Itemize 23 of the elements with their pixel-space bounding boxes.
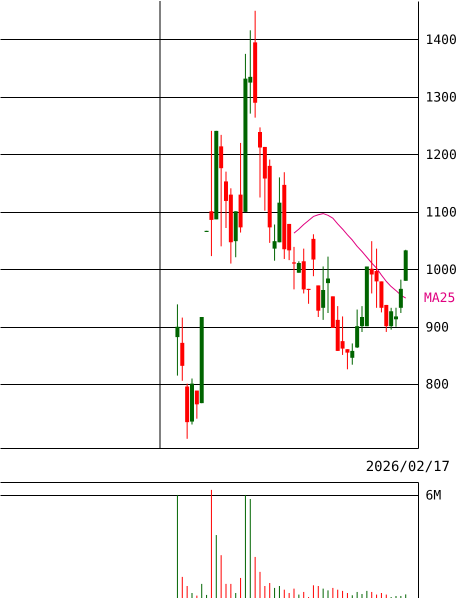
text: 2026/02/17	[366, 459, 450, 475]
candlestick	[355, 309, 360, 349]
y-tick-label: 800	[426, 378, 449, 393]
y-tick-label: 1300	[426, 90, 457, 106]
candlestick	[350, 342, 354, 366]
y-tick-label: 1000	[426, 262, 457, 278]
y-tick-label: 1100	[426, 205, 457, 220]
candlestick	[194, 390, 199, 420]
candlestick	[398, 279, 403, 314]
candlestick	[219, 134, 224, 247]
candlestick	[180, 317, 184, 382]
candlestick	[175, 304, 180, 376]
series-label: MA25	[424, 291, 456, 306]
y-tick-label: 1400	[426, 32, 457, 48]
candlestick	[296, 260, 301, 274]
candlestick	[209, 130, 214, 257]
y-tick-label: 1200	[426, 148, 457, 163]
candlestick	[311, 234, 316, 277]
y-tick-label: 900	[426, 320, 449, 336]
candlestick	[326, 256, 330, 314]
y-tick-label: 6M	[426, 488, 442, 504]
candlestick	[345, 348, 350, 370]
candlestick	[321, 266, 326, 320]
